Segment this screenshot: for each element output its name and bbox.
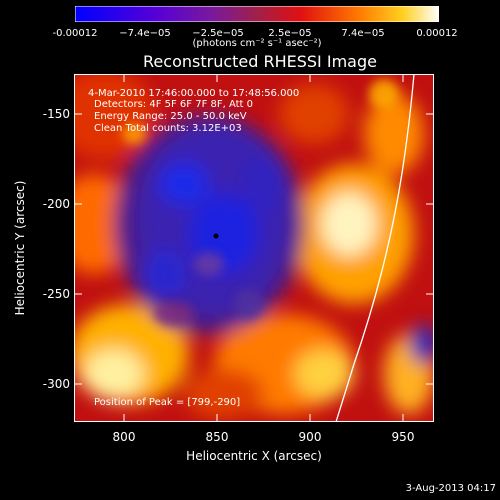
y-axis-label: Heliocentric Y (arcsec): [13, 180, 27, 316]
colorbar-tick-label: 0.00012: [416, 28, 458, 39]
peak-position-annotation: Position of Peak = [799,-290]: [94, 397, 241, 408]
time-range-annotation: 4-Mar-2010 17:46:00.000 to 17:48:56.000: [88, 88, 300, 99]
colorbar-tick-label: 2.5e−05: [268, 28, 312, 39]
x-tick-label: 800: [112, 430, 136, 444]
y-tick-label: -200: [42, 197, 70, 211]
colorbar-tick-label: −2.5e−05: [192, 28, 244, 39]
y-tick-label: -250: [42, 287, 70, 301]
clean-counts-annotation: Clean Total counts: 3.12E+03: [94, 123, 242, 134]
y-tick-label: -150: [42, 107, 70, 121]
footer-date: 3-Aug-2013 04:17: [405, 483, 496, 494]
colorbar-tick-label: -0.00012: [52, 28, 98, 39]
x-axis-label: Heliocentric X (arcsec): [186, 449, 322, 463]
x-tick-label: 950: [391, 430, 415, 444]
colorbar-tick-label: −7.4e−05: [119, 28, 171, 39]
colorbar-tick-label: 7.4e−05: [341, 28, 385, 39]
energy-range-annotation: Energy Range: 25.0 - 50.0 keV: [94, 111, 247, 122]
rhessi-image: [74, 74, 434, 422]
colorbar-units: (photons cm⁻² s⁻¹ asec⁻²): [192, 38, 322, 49]
x-tick-label: 850: [205, 430, 229, 444]
y-tick-label: -300: [42, 377, 70, 391]
detectors-annotation: Detectors: 4F 5F 6F 7F 8F, Att 0: [94, 99, 254, 110]
colorbar: [75, 6, 439, 22]
x-tick-label: 900: [298, 430, 322, 444]
image-title: Reconstructed RHESSI Image: [143, 52, 377, 71]
